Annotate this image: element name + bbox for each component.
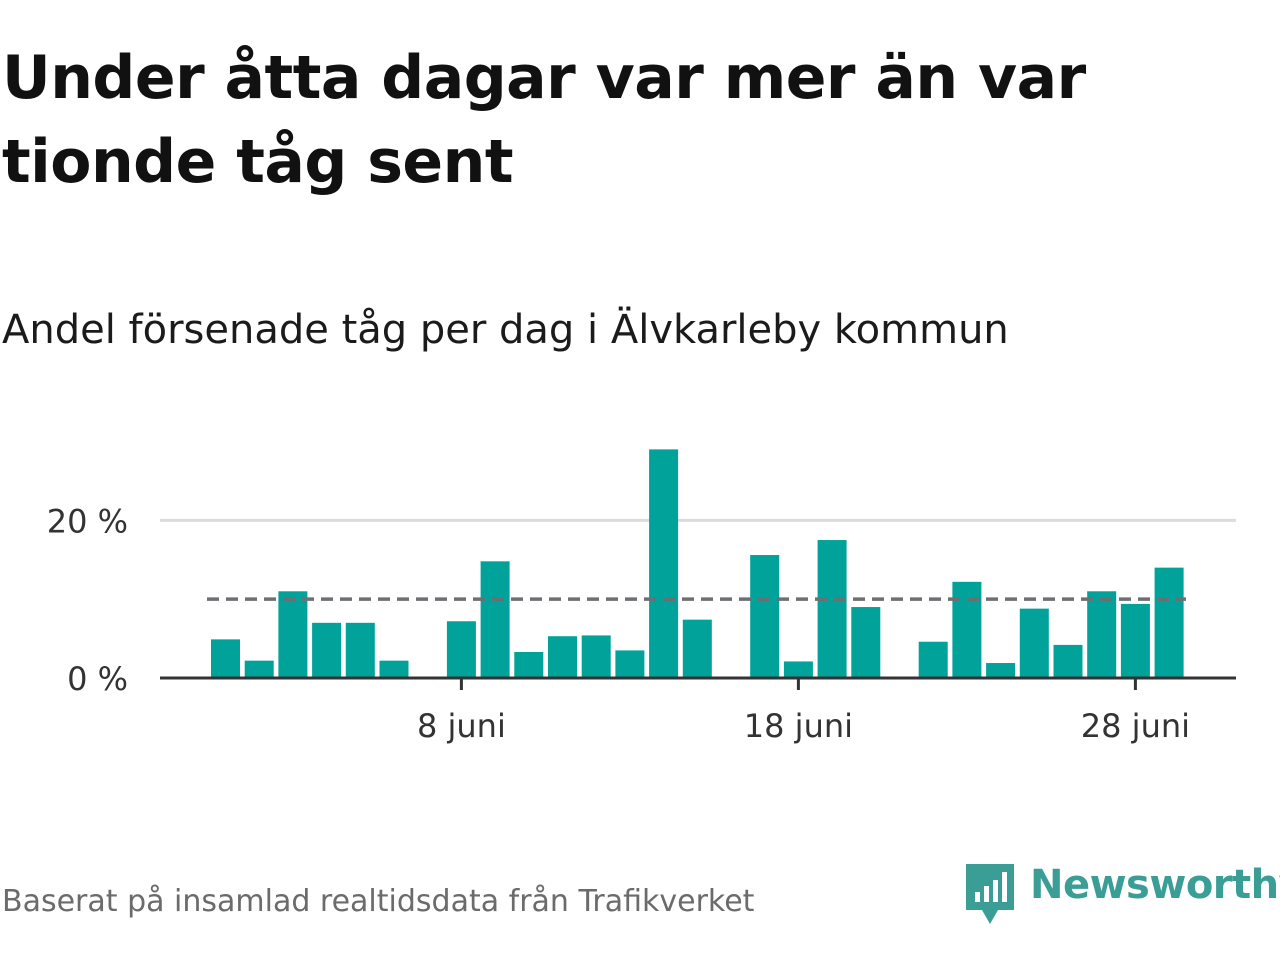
y-tick-label: 20 % — [47, 502, 128, 540]
bar — [480, 561, 510, 678]
newsworthy-logo-icon — [966, 864, 1014, 924]
y-tick-label: 0 % — [67, 660, 128, 698]
bar — [918, 641, 948, 678]
bar — [1120, 603, 1150, 678]
bars — [211, 449, 1184, 678]
bar — [548, 636, 577, 678]
bar — [649, 449, 679, 678]
logo-wordmark: Newsworthy — [1030, 862, 1280, 908]
bar — [379, 660, 409, 678]
source-note: Baserat på insamlad realtidsdata från Tr… — [2, 884, 755, 919]
bar — [952, 581, 982, 678]
chart-title: Under åtta dagar var mer än var tionde t… — [2, 43, 1086, 197]
x-tick-label: 8 juni — [417, 707, 506, 745]
bar-chart: 8 juni 18 juni 28 juni 0 % 20 % — [47, 449, 1236, 745]
bar — [1019, 608, 1049, 678]
bar — [615, 650, 645, 678]
x-tick-label: 28 juni — [1081, 707, 1190, 745]
bar — [1087, 591, 1117, 678]
bar — [682, 619, 712, 678]
bar — [1053, 644, 1083, 678]
bar — [581, 635, 611, 678]
bar — [851, 607, 881, 678]
bar — [446, 621, 476, 678]
bar — [278, 591, 308, 678]
bar — [817, 540, 847, 678]
bar — [211, 639, 240, 678]
bar — [244, 660, 274, 678]
x-tick-label: 18 juni — [744, 707, 853, 745]
bar — [312, 622, 342, 678]
bar — [986, 663, 1016, 678]
y-axis-labels: 0 % 20 % — [47, 502, 128, 698]
x-axis: 8 juni 18 juni 28 juni — [160, 676, 1236, 745]
bar — [514, 651, 544, 678]
chart-subtitle: Andel försenade tåg per dag i Älvkarleby… — [2, 307, 1009, 353]
newsworthy-logo: Newsworthy — [964, 862, 1280, 928]
bar — [783, 661, 813, 678]
bar — [345, 622, 375, 678]
bar — [750, 555, 780, 678]
bar — [1154, 567, 1184, 678]
